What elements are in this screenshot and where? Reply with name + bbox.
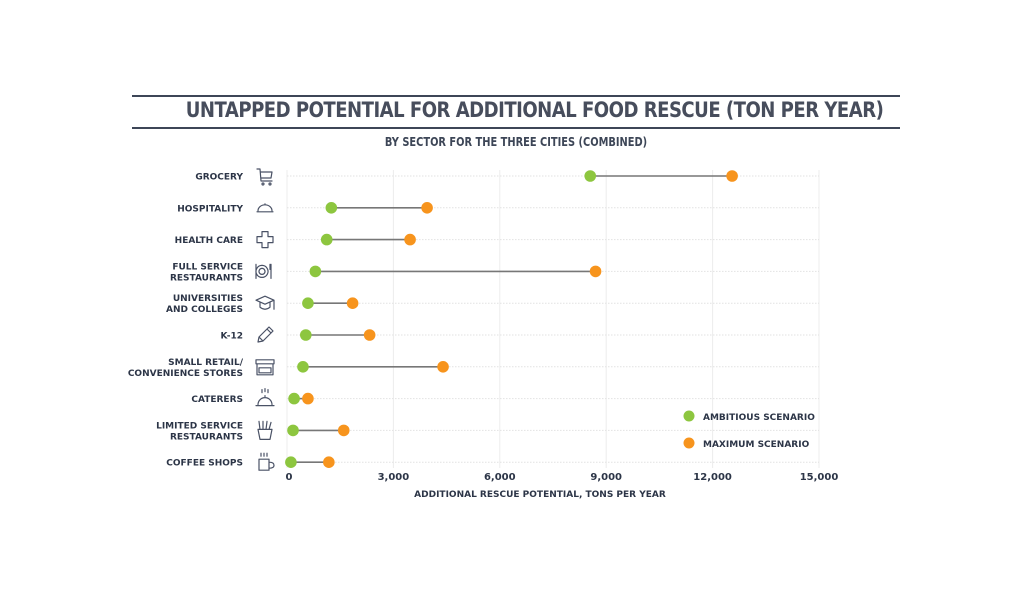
ambitious-point <box>287 424 299 437</box>
x-tick-label: 3,000 <box>378 472 410 483</box>
medical-cross-icon-glyph <box>256 231 274 249</box>
shopping-cart-icon <box>256 168 273 186</box>
chart-subtitle: BY SECTOR FOR THE THREE CITIES (COMBINED… <box>384 135 648 149</box>
service-bell-icon <box>255 388 275 407</box>
category-label: HEALTH CARE <box>175 236 243 246</box>
ambitious-point <box>325 202 338 214</box>
category-label: LIMITED SERVICE RESTAURANTS <box>156 421 243 442</box>
category-label: SMALL RETAIL/CONVENIENCE STORES <box>128 358 244 379</box>
maximum-point <box>337 424 350 437</box>
plate-cutlery-icon-glyph <box>255 263 272 279</box>
category-label-line: GROCERY <box>195 173 243 183</box>
fries-icon <box>257 420 273 440</box>
fries-icon-glyph <box>257 420 273 440</box>
pencil-icon-glyph <box>257 326 274 343</box>
category-label: GROCERY <box>195 173 243 183</box>
category-label: FULL SERVICE RESTAURANTS <box>170 262 243 283</box>
storefront-icon <box>255 359 275 376</box>
medical-cross-icon <box>256 231 274 249</box>
legend-marker-maximum <box>683 437 695 449</box>
ambitious-point <box>288 392 300 405</box>
ambitious-point <box>299 329 312 341</box>
maximum-point <box>404 233 416 246</box>
ambitious-point <box>285 456 297 469</box>
legend-marker-ambitious <box>683 410 695 422</box>
maximum-point <box>346 297 359 310</box>
plate-cutlery-icon <box>255 263 272 279</box>
category-label: HOSPITALITY <box>177 204 243 214</box>
graduation-cap-icon-glyph <box>255 295 275 310</box>
title-bottom-rule <box>132 127 900 129</box>
maximum-point <box>437 361 449 373</box>
category-label: CATERERS <box>191 395 243 405</box>
coffee-cup-icon-glyph <box>258 452 275 471</box>
category-label-line: AND COLLEGES <box>166 305 243 315</box>
x-tick-label: 12,000 <box>693 472 732 483</box>
cloche-icon <box>256 203 274 213</box>
legend: AMBITIOUS SCENARIO MAXIMUM SCENARIO <box>683 410 815 450</box>
shopping-cart-icon-glyph <box>256 168 273 186</box>
ambitious-point <box>302 297 314 310</box>
legend-label-ambitious: AMBITIOUS SCENARIO <box>703 413 815 423</box>
legend-label-maximum: MAXIMUM SCENARIO <box>703 440 810 450</box>
title-top-rule <box>132 95 900 97</box>
category-label-line: K-12 <box>221 332 243 342</box>
pencil-icon <box>257 326 274 343</box>
maximum-point <box>589 265 602 278</box>
x-tick-label: 0 <box>286 472 293 483</box>
maximum-point <box>323 456 335 469</box>
ambitious-point <box>584 170 597 182</box>
maximum-point <box>726 170 738 182</box>
graduation-cap-icon <box>255 295 275 310</box>
service-bell-icon-glyph <box>255 388 275 407</box>
category-label-line: COFFEE SHOPS <box>166 459 243 469</box>
category-label-line: HOSPITALITY <box>177 204 243 214</box>
ambitious-point <box>320 233 333 246</box>
maximum-point <box>302 392 314 405</box>
chart-title: UNTAPPED POTENTIAL FOR ADDITIONAL FOOD R… <box>185 98 884 122</box>
x-tick-label: 6,000 <box>484 472 516 483</box>
category-label: UNIVERSITIES AND COLLEGES <box>166 294 243 315</box>
category-label-line: RESTAURANTS <box>170 273 243 283</box>
maximum-point <box>421 202 433 214</box>
maximum-point <box>363 329 376 341</box>
category-label-line: FULL SERVICE <box>172 262 243 272</box>
category-label-line: HEALTH CARE <box>175 236 243 246</box>
category-label: K-12 <box>221 332 243 342</box>
category-label-line: CATERERS <box>191 395 243 405</box>
x-axis-title: ADDITIONAL RESCUE POTENTIAL, TONS PER YE… <box>414 490 666 500</box>
storefront-icon-glyph <box>255 359 275 376</box>
x-tick-label: 9,000 <box>590 472 622 483</box>
coffee-cup-icon <box>258 452 275 471</box>
category-label-line: UNIVERSITIES <box>173 294 243 304</box>
ambitious-point <box>309 265 322 278</box>
ambitious-point <box>297 361 309 373</box>
category-label-line: CONVENIENCE STORES <box>128 369 243 379</box>
category-label: COFFEE SHOPS <box>166 459 243 469</box>
category-label-line: SMALL RETAIL/ <box>168 358 244 368</box>
category-label-line: RESTAURANTS <box>170 432 243 442</box>
category-label-line: LIMITED SERVICE <box>156 421 243 431</box>
cloche-icon-glyph <box>256 203 274 213</box>
x-tick-label: 15,000 <box>800 472 839 483</box>
